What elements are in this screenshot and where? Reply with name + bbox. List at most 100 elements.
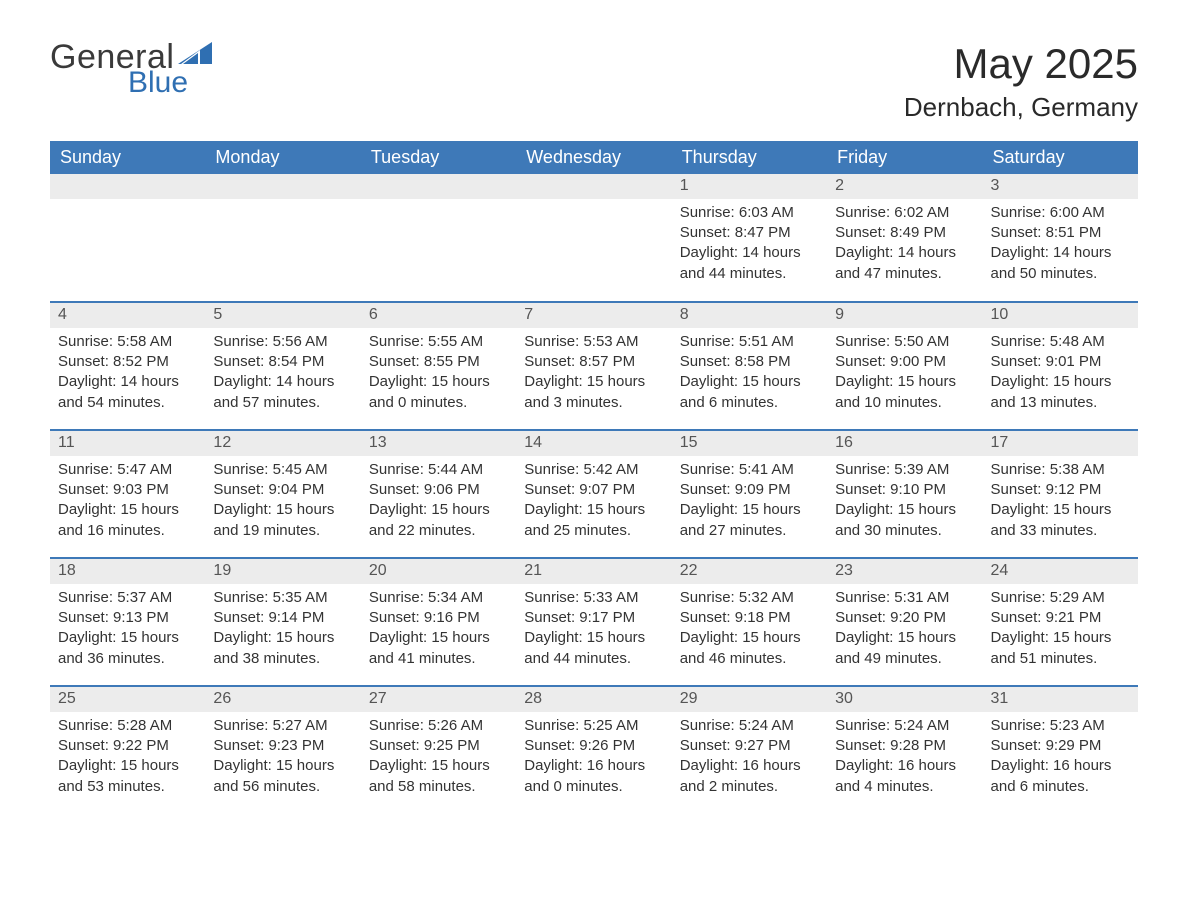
sunset-text: Sunset: 9:26 PM: [524, 736, 663, 756]
daylight-text-line2: and 51 minutes.: [991, 649, 1130, 669]
sunrise-text: Sunrise: 5:51 AM: [680, 332, 819, 352]
day-details: Sunrise: 5:39 AMSunset: 9:10 PMDaylight:…: [827, 456, 982, 549]
day-details: Sunrise: 6:00 AMSunset: 8:51 PMDaylight:…: [983, 199, 1138, 292]
calendar-day-cell: 17Sunrise: 5:38 AMSunset: 9:12 PMDayligh…: [983, 430, 1138, 558]
sunset-text: Sunset: 9:12 PM: [991, 480, 1130, 500]
calendar-day-cell: 21Sunrise: 5:33 AMSunset: 9:17 PMDayligh…: [516, 558, 671, 686]
calendar-day-cell: 29Sunrise: 5:24 AMSunset: 9:27 PMDayligh…: [672, 686, 827, 814]
daylight-text-line2: and 22 minutes.: [369, 521, 508, 541]
sunset-text: Sunset: 9:23 PM: [213, 736, 352, 756]
calendar-day-cell: 26Sunrise: 5:27 AMSunset: 9:23 PMDayligh…: [205, 686, 360, 814]
day-details: Sunrise: 5:48 AMSunset: 9:01 PMDaylight:…: [983, 328, 1138, 421]
daylight-text-line2: and 47 minutes.: [835, 264, 974, 284]
calendar-week-row: 4Sunrise: 5:58 AMSunset: 8:52 PMDaylight…: [50, 302, 1138, 430]
calendar-day-cell: 10Sunrise: 5:48 AMSunset: 9:01 PMDayligh…: [983, 302, 1138, 430]
day-details: Sunrise: 5:24 AMSunset: 9:27 PMDaylight:…: [672, 712, 827, 805]
daylight-text-line2: and 0 minutes.: [524, 777, 663, 797]
calendar-day-cell: 2Sunrise: 6:02 AMSunset: 8:49 PMDaylight…: [827, 174, 982, 302]
month-title: May 2025: [904, 40, 1138, 88]
day-details: Sunrise: 5:51 AMSunset: 8:58 PMDaylight:…: [672, 328, 827, 421]
day-details: [516, 199, 671, 211]
sunrise-text: Sunrise: 5:38 AM: [991, 460, 1130, 480]
calendar-day-cell: [516, 174, 671, 302]
sunset-text: Sunset: 8:47 PM: [680, 223, 819, 243]
daylight-text-line2: and 6 minutes.: [680, 393, 819, 413]
day-number: 4: [50, 303, 205, 328]
daylight-text-line1: Daylight: 16 hours: [835, 756, 974, 776]
sunrise-text: Sunrise: 5:44 AM: [369, 460, 508, 480]
day-number: [50, 174, 205, 199]
sunset-text: Sunset: 9:07 PM: [524, 480, 663, 500]
day-number: 2: [827, 174, 982, 199]
weekday-header: Saturday: [983, 141, 1138, 174]
day-number: 7: [516, 303, 671, 328]
sunrise-text: Sunrise: 5:24 AM: [835, 716, 974, 736]
daylight-text-line2: and 27 minutes.: [680, 521, 819, 541]
weekday-header-row: Sunday Monday Tuesday Wednesday Thursday…: [50, 141, 1138, 174]
title-block: May 2025 Dernbach, Germany: [904, 40, 1138, 123]
sunset-text: Sunset: 9:10 PM: [835, 480, 974, 500]
day-details: Sunrise: 5:25 AMSunset: 9:26 PMDaylight:…: [516, 712, 671, 805]
daylight-text-line1: Daylight: 15 hours: [369, 756, 508, 776]
daylight-text-line1: Daylight: 14 hours: [58, 372, 197, 392]
sunset-text: Sunset: 9:01 PM: [991, 352, 1130, 372]
sunrise-text: Sunrise: 5:56 AM: [213, 332, 352, 352]
daylight-text-line2: and 49 minutes.: [835, 649, 974, 669]
sunset-text: Sunset: 9:27 PM: [680, 736, 819, 756]
sunset-text: Sunset: 9:13 PM: [58, 608, 197, 628]
daylight-text-line2: and 13 minutes.: [991, 393, 1130, 413]
day-details: Sunrise: 5:44 AMSunset: 9:06 PMDaylight:…: [361, 456, 516, 549]
day-number: 5: [205, 303, 360, 328]
sunset-text: Sunset: 8:49 PM: [835, 223, 974, 243]
daylight-text-line1: Daylight: 15 hours: [213, 628, 352, 648]
sunset-text: Sunset: 9:16 PM: [369, 608, 508, 628]
daylight-text-line2: and 0 minutes.: [369, 393, 508, 413]
brand-triangle-icon: [178, 42, 212, 68]
calendar-day-cell: 19Sunrise: 5:35 AMSunset: 9:14 PMDayligh…: [205, 558, 360, 686]
calendar-day-cell: 7Sunrise: 5:53 AMSunset: 8:57 PMDaylight…: [516, 302, 671, 430]
sunrise-text: Sunrise: 5:27 AM: [213, 716, 352, 736]
daylight-text-line1: Daylight: 15 hours: [58, 756, 197, 776]
day-number: 23: [827, 559, 982, 584]
calendar-day-cell: 5Sunrise: 5:56 AMSunset: 8:54 PMDaylight…: [205, 302, 360, 430]
daylight-text-line2: and 19 minutes.: [213, 521, 352, 541]
sunset-text: Sunset: 9:22 PM: [58, 736, 197, 756]
sunrise-text: Sunrise: 5:45 AM: [213, 460, 352, 480]
sunrise-text: Sunrise: 5:48 AM: [991, 332, 1130, 352]
sunrise-text: Sunrise: 5:53 AM: [524, 332, 663, 352]
day-number: 19: [205, 559, 360, 584]
calendar-day-cell: 25Sunrise: 5:28 AMSunset: 9:22 PMDayligh…: [50, 686, 205, 814]
sunset-text: Sunset: 8:57 PM: [524, 352, 663, 372]
daylight-text-line1: Daylight: 15 hours: [369, 628, 508, 648]
sunset-text: Sunset: 8:55 PM: [369, 352, 508, 372]
calendar-day-cell: 24Sunrise: 5:29 AMSunset: 9:21 PMDayligh…: [983, 558, 1138, 686]
calendar-day-cell: 18Sunrise: 5:37 AMSunset: 9:13 PMDayligh…: [50, 558, 205, 686]
daylight-text-line1: Daylight: 15 hours: [213, 756, 352, 776]
calendar-day-cell: 27Sunrise: 5:26 AMSunset: 9:25 PMDayligh…: [361, 686, 516, 814]
calendar-day-cell: 22Sunrise: 5:32 AMSunset: 9:18 PMDayligh…: [672, 558, 827, 686]
daylight-text-line1: Daylight: 15 hours: [524, 500, 663, 520]
daylight-text-line2: and 53 minutes.: [58, 777, 197, 797]
sunrise-text: Sunrise: 5:55 AM: [369, 332, 508, 352]
daylight-text-line2: and 36 minutes.: [58, 649, 197, 669]
daylight-text-line1: Daylight: 15 hours: [680, 372, 819, 392]
sunrise-text: Sunrise: 5:35 AM: [213, 588, 352, 608]
day-number: 18: [50, 559, 205, 584]
daylight-text-line1: Daylight: 15 hours: [991, 500, 1130, 520]
calendar-day-cell: 1Sunrise: 6:03 AMSunset: 8:47 PMDaylight…: [672, 174, 827, 302]
daylight-text-line1: Daylight: 15 hours: [680, 500, 819, 520]
daylight-text-line2: and 41 minutes.: [369, 649, 508, 669]
sunrise-text: Sunrise: 5:24 AM: [680, 716, 819, 736]
sunset-text: Sunset: 8:58 PM: [680, 352, 819, 372]
day-details: Sunrise: 6:03 AMSunset: 8:47 PMDaylight:…: [672, 199, 827, 292]
calendar-day-cell: 6Sunrise: 5:55 AMSunset: 8:55 PMDaylight…: [361, 302, 516, 430]
day-details: Sunrise: 5:28 AMSunset: 9:22 PMDaylight:…: [50, 712, 205, 805]
location-label: Dernbach, Germany: [904, 92, 1138, 123]
day-details: Sunrise: 5:26 AMSunset: 9:25 PMDaylight:…: [361, 712, 516, 805]
calendar-day-cell: 12Sunrise: 5:45 AMSunset: 9:04 PMDayligh…: [205, 430, 360, 558]
weekday-header: Wednesday: [516, 141, 671, 174]
sunset-text: Sunset: 9:00 PM: [835, 352, 974, 372]
daylight-text-line1: Daylight: 15 hours: [58, 628, 197, 648]
sunset-text: Sunset: 9:21 PM: [991, 608, 1130, 628]
sunrise-text: Sunrise: 5:39 AM: [835, 460, 974, 480]
